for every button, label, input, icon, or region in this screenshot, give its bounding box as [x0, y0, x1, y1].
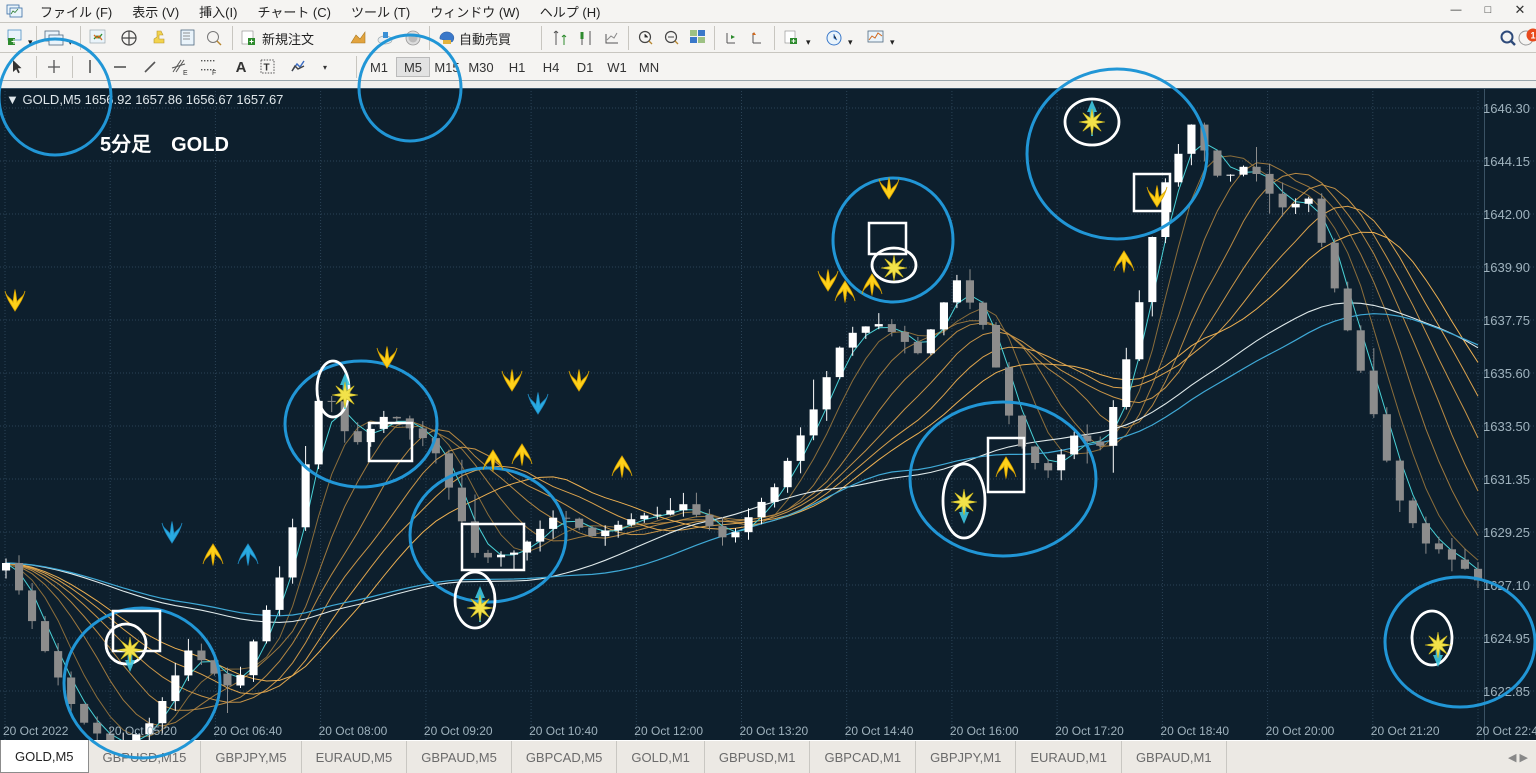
svg-text:E: E: [183, 70, 188, 76]
svg-text:1: 1: [1530, 31, 1535, 41]
svg-text:F: F: [212, 70, 216, 76]
svg-text:T: T: [264, 63, 270, 74]
